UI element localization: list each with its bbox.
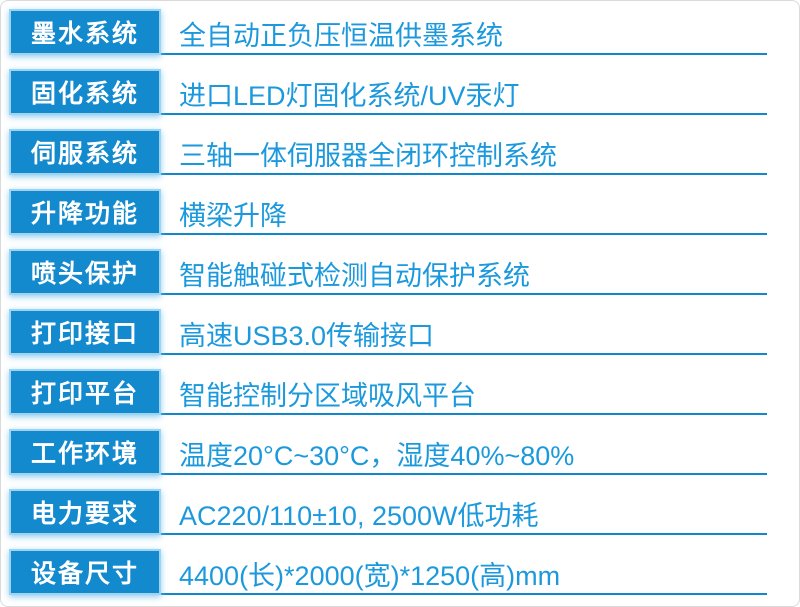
row-divider-line	[151, 353, 767, 355]
spec-label: 设备尺寸	[9, 549, 161, 595]
spec-value: 高速USB3.0传输接口	[179, 320, 435, 351]
table-row: 电力要求 AC220/110±10, 2500W低功耗	[1, 489, 799, 549]
table-row: 固化系统 进口LED灯固化系统/UV汞灯	[1, 69, 799, 129]
spec-value: 进口LED灯固化系统/UV汞灯	[179, 80, 520, 111]
table-row: 打印平台 智能控制分区域吸风平台	[1, 369, 799, 429]
spec-label: 伺服系统	[9, 129, 161, 175]
table-row: 墨水系统 全自动正负压恒温供墨系统	[1, 9, 799, 69]
table-row: 喷头保护 智能触碰式检测自动保护系统	[1, 249, 799, 309]
spec-label: 喷头保护	[9, 249, 161, 295]
row-divider-line	[151, 533, 767, 535]
table-row: 打印接口 高速USB3.0传输接口	[1, 309, 799, 369]
spec-value: 温度20°C~30°C，湿度40%~80%	[179, 440, 575, 471]
row-divider-line	[151, 173, 767, 175]
row-divider-line	[151, 293, 767, 295]
spec-label: 电力要求	[9, 489, 161, 535]
row-divider-line	[151, 53, 767, 55]
table-row: 设备尺寸 4400(长)*2000(宽)*1250(高)mm	[1, 549, 799, 606]
spec-label: 固化系统	[9, 69, 161, 115]
row-divider-line	[151, 413, 767, 415]
spec-label: 打印平台	[9, 369, 161, 415]
row-divider-line	[151, 233, 767, 235]
row-divider-line	[151, 113, 767, 115]
row-divider-line	[151, 593, 767, 595]
spec-value: 三轴一体伺服器全闭环控制系统	[179, 140, 557, 171]
spec-label: 工作环境	[9, 429, 161, 475]
spec-value: 全自动正负压恒温供墨系统	[179, 20, 503, 51]
spec-label: 升降功能	[9, 189, 161, 235]
table-row: 升降功能 横梁升降	[1, 189, 799, 249]
spec-value: 横梁升降	[179, 200, 287, 231]
spec-label: 墨水系统	[9, 9, 161, 55]
spec-value: 智能控制分区域吸风平台	[179, 380, 476, 411]
spec-value: AC220/110±10, 2500W低功耗	[179, 500, 539, 531]
row-divider-line	[151, 473, 767, 475]
spec-value: 4400(长)*2000(宽)*1250(高)mm	[179, 560, 561, 591]
spec-label: 打印接口	[9, 309, 161, 355]
table-row: 伺服系统 三轴一体伺服器全闭环控制系统	[1, 129, 799, 189]
table-row: 工作环境 温度20°C~30°C，湿度40%~80%	[1, 429, 799, 489]
spec-value: 智能触碰式检测自动保护系统	[179, 260, 530, 291]
